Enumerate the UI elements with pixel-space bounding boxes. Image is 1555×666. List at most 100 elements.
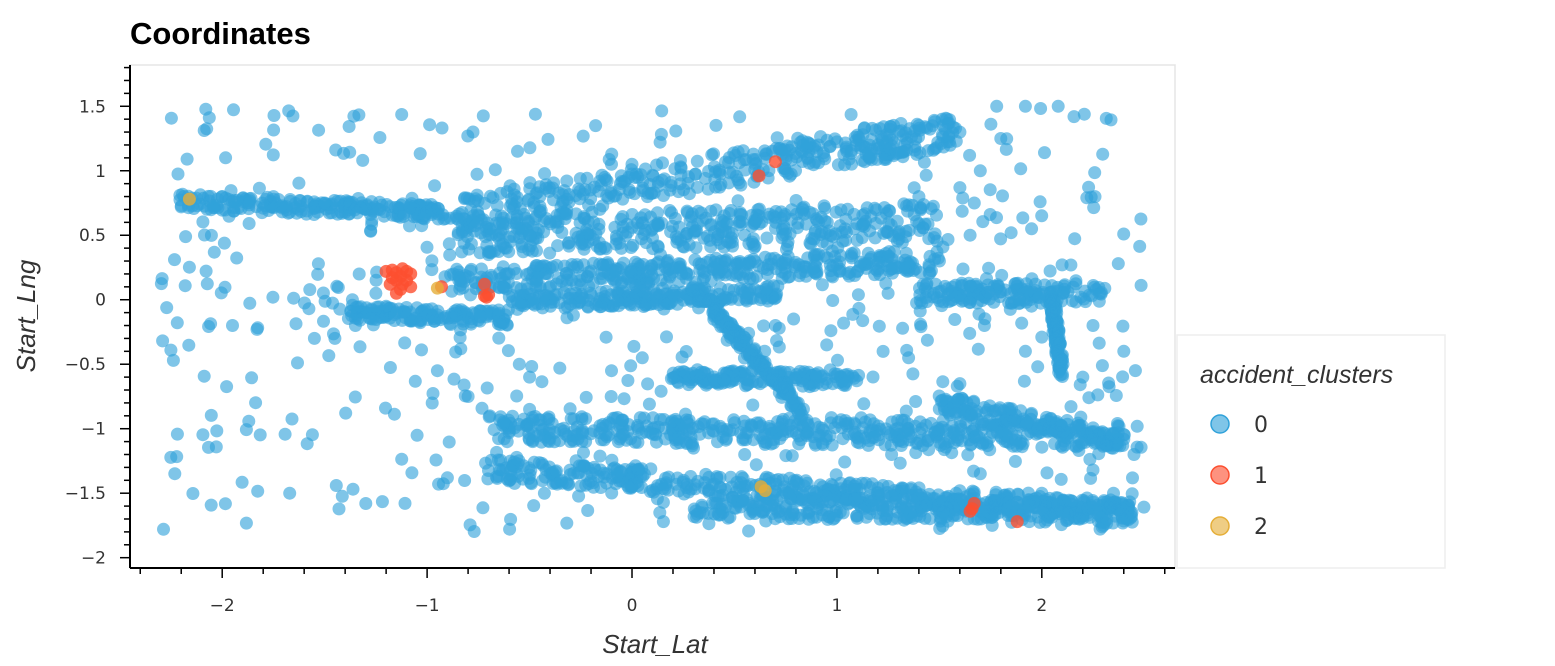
- point-series-0: [766, 433, 780, 446]
- point-series-0: [778, 267, 792, 280]
- point-series-0: [961, 448, 975, 462]
- point-series-0: [739, 257, 753, 271]
- point-series-0: [621, 374, 635, 387]
- point-series-0: [405, 466, 419, 480]
- point-series-0: [1033, 195, 1047, 209]
- point-series-0: [845, 157, 859, 171]
- point-series-0: [912, 190, 926, 204]
- point-series-0: [616, 220, 630, 234]
- point-series-0: [785, 512, 799, 525]
- legend[interactable]: accident_clusters 0 1 2: [1176, 334, 1446, 569]
- point-series-0: [565, 273, 579, 287]
- point-series-0: [1031, 360, 1045, 374]
- point-series-0: [428, 179, 442, 193]
- point-series-0: [410, 428, 424, 442]
- point-series-0: [574, 479, 588, 493]
- point-series-0: [442, 237, 456, 251]
- y-axis-label: Start_Lng: [11, 259, 41, 372]
- point-series-0: [738, 419, 752, 433]
- point-series-0: [666, 371, 680, 385]
- point-series-0: [533, 190, 547, 204]
- point-series-0: [614, 241, 628, 255]
- point-series-0: [164, 450, 178, 464]
- point-series-0: [846, 307, 860, 321]
- point-series-0: [160, 301, 174, 315]
- point-series-0: [664, 175, 678, 189]
- point-series-0: [156, 334, 170, 348]
- point-series-0: [157, 522, 170, 536]
- point-series-0: [990, 211, 1003, 225]
- point-series-0: [329, 479, 343, 492]
- point-series-0: [599, 284, 613, 298]
- point-series-0: [835, 225, 849, 239]
- point-series-0: [779, 449, 793, 463]
- point-series-0: [864, 209, 878, 223]
- point-series-0: [204, 498, 218, 512]
- point-series-0: [379, 299, 393, 313]
- legend-swatch: [1210, 516, 1230, 536]
- legend-item-0[interactable]: 0: [1210, 413, 1268, 438]
- point-series-0: [198, 228, 211, 242]
- point-series-0: [815, 278, 829, 292]
- point-series-0: [425, 302, 439, 316]
- point-series-0: [617, 175, 631, 189]
- series-2: [182, 192, 772, 498]
- point-series-0: [1073, 512, 1087, 526]
- x-axis-label: Start_Lat: [602, 629, 709, 659]
- point-series-0: [675, 350, 689, 364]
- point-series-0: [1076, 370, 1090, 384]
- legend-item-2[interactable]: 2: [1210, 515, 1268, 540]
- point-series-0: [1067, 110, 1081, 124]
- series-0: [154, 99, 1151, 538]
- point-series-0: [996, 189, 1009, 203]
- point-series-0: [1015, 316, 1029, 330]
- point-series-0: [170, 427, 184, 441]
- point-series-0: [523, 228, 537, 242]
- point-series-0: [1075, 436, 1089, 450]
- point-series-0: [720, 333, 734, 347]
- point-series-0: [563, 402, 577, 416]
- point-series-0: [973, 164, 987, 178]
- point-series-0: [174, 200, 188, 214]
- legend-label: 0: [1254, 413, 1268, 438]
- point-series-0: [881, 286, 895, 300]
- point-series-0: [829, 205, 843, 219]
- point-series-0: [573, 184, 587, 198]
- point-series-0: [689, 224, 703, 238]
- point-series-1: [480, 290, 493, 304]
- point-series-0: [639, 425, 653, 439]
- point-series-0: [835, 421, 849, 435]
- point-series-0: [956, 191, 970, 205]
- point-series-0: [302, 302, 316, 316]
- point-series-0: [899, 224, 913, 238]
- point-series-0: [204, 408, 218, 422]
- point-series-0: [936, 505, 950, 519]
- point-series-0: [1032, 291, 1046, 305]
- point-series-0: [682, 268, 695, 281]
- point-series-0: [245, 371, 259, 385]
- point-series-0: [866, 370, 880, 384]
- point-series-0: [535, 375, 549, 389]
- point-series-0: [539, 292, 553, 306]
- point-series-0: [219, 151, 233, 165]
- point-series-2: [758, 484, 772, 498]
- point-series-0: [820, 338, 834, 352]
- point-series-0: [680, 204, 694, 218]
- point-series-0: [956, 262, 970, 276]
- point-series-0: [837, 376, 851, 390]
- point-series-0: [251, 484, 265, 498]
- point-series-0: [810, 501, 824, 515]
- point-series-0: [983, 443, 997, 457]
- point-series-0: [523, 141, 537, 155]
- point-series-0: [1137, 500, 1151, 514]
- point-series-0: [884, 120, 897, 134]
- point-series-0: [1009, 433, 1023, 447]
- point-series-0: [492, 331, 506, 345]
- point-series-0: [316, 286, 330, 300]
- point-series-0: [522, 192, 536, 206]
- point-series-0: [168, 253, 181, 267]
- point-series-0: [1092, 336, 1106, 350]
- legend-item-1[interactable]: 1: [1210, 464, 1268, 489]
- point-series-0: [523, 370, 537, 384]
- point-series-0: [1094, 287, 1108, 301]
